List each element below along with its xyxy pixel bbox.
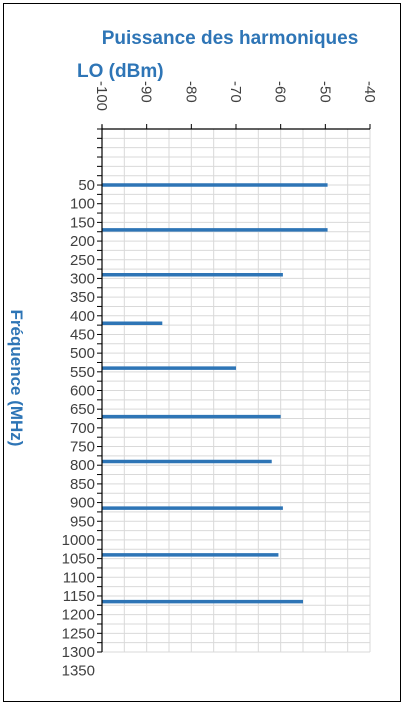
x-tick-label: -50 [316,81,333,103]
x-tick-label: -80 [182,81,199,103]
y-tick-label: 700 [70,420,95,437]
y-tick-label: 800 [70,457,95,474]
y-tick-label: 950 [70,513,95,530]
gridlines [101,128,371,653]
y-tick-label: 1100 [63,569,95,586]
y-tick-label: 650 [70,401,95,418]
chart-title-line-2: LO (dBm) [77,61,164,82]
y-tick-label: 900 [70,495,95,512]
y-tick-label: 850 [70,476,95,493]
axis-ticks [97,124,371,653]
y-tick-label: 150 [70,214,95,231]
y-tick-label: 450 [70,326,95,343]
y-tick-label: 400 [70,308,95,325]
y-tick-label: 100 [70,196,95,213]
y-tick-label: 1200 [62,607,95,624]
y-tick-label: 50 [78,177,95,194]
y-tick-label: 1000 [62,532,95,549]
y-tick-label: 350 [70,289,95,306]
y-tick-label: 300 [70,270,95,287]
x-tick-label: -100 [93,81,110,111]
y-tick-label: 500 [70,345,95,362]
y-tick-labels: 5010015020025030035040045050055060065070… [62,177,95,680]
x-tick-label: -90 [138,81,155,103]
y-tick-label: 600 [70,383,95,400]
y-tick-label: 1150 [63,588,95,605]
y-axis-label: Fréquence (MHz) [7,310,26,447]
x-tick-label: -40 [361,81,378,103]
y-tick-label: 1300 [62,644,95,661]
y-tick-label: 200 [70,233,95,250]
x-tick-label: -60 [272,81,289,103]
chart-title-line-1: Puissance des harmoniques [102,28,359,49]
y-tick-label: 1050 [62,551,95,568]
x-tick-labels: -100 -90 -80 -70 -60 -50 -40 [93,81,378,111]
chart-frame [3,3,401,702]
y-tick-label: 750 [70,439,95,456]
x-tick-label: -70 [227,81,244,103]
y-tick-label: 550 [70,364,95,381]
bars [102,183,328,604]
y-tick-label: 1250 [62,625,95,642]
y-tick-label: 250 [70,252,95,269]
y-tick-label: 1350 [62,663,95,680]
